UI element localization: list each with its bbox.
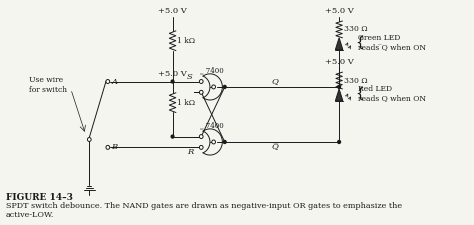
Text: S: S (187, 72, 193, 81)
Text: Use wire
for switch: Use wire for switch (29, 76, 67, 94)
Circle shape (223, 86, 226, 88)
Text: FIGURE 14–3: FIGURE 14–3 (6, 193, 73, 202)
Text: Q: Q (272, 77, 278, 85)
Polygon shape (336, 89, 343, 101)
Text: 330 Ω: 330 Ω (344, 25, 367, 33)
Text: SPDT switch debounce. The NAND gates are drawn as negative-input OR gates to emp: SPDT switch debounce. The NAND gates are… (6, 202, 402, 219)
Text: Q̅: Q̅ (272, 143, 278, 151)
Circle shape (200, 80, 203, 83)
Polygon shape (336, 38, 343, 50)
Circle shape (200, 145, 203, 149)
Circle shape (200, 135, 203, 139)
Circle shape (212, 85, 216, 89)
Text: Red LED
reads Q when ON: Red LED reads Q when ON (357, 85, 426, 102)
Text: +5.0 V: +5.0 V (158, 70, 187, 78)
Text: ‗ 7400: ‗ 7400 (200, 121, 223, 129)
Text: Green LED
reads ̅Q when ON: Green LED reads ̅Q when ON (357, 34, 426, 51)
Text: 330 Ω: 330 Ω (344, 76, 367, 85)
Text: ‗ 7400: ‗ 7400 (200, 66, 223, 74)
Text: A: A (111, 77, 118, 86)
Circle shape (87, 137, 91, 142)
Text: {: { (355, 36, 364, 50)
Text: 1 kΩ: 1 kΩ (177, 99, 195, 107)
Text: B: B (111, 143, 118, 151)
Text: R: R (187, 148, 193, 156)
Circle shape (200, 90, 203, 94)
Text: {: { (355, 87, 364, 101)
Circle shape (337, 86, 340, 88)
Circle shape (212, 140, 216, 144)
Text: +5.0 V: +5.0 V (158, 7, 187, 15)
Circle shape (106, 145, 109, 149)
Circle shape (106, 80, 109, 83)
Circle shape (223, 140, 226, 144)
Text: +5.0 V: +5.0 V (325, 58, 354, 66)
Circle shape (171, 135, 174, 138)
Text: 1 kΩ: 1 kΩ (177, 37, 195, 45)
Circle shape (171, 80, 174, 83)
Circle shape (337, 140, 340, 144)
Text: +5.0 V: +5.0 V (325, 7, 354, 15)
